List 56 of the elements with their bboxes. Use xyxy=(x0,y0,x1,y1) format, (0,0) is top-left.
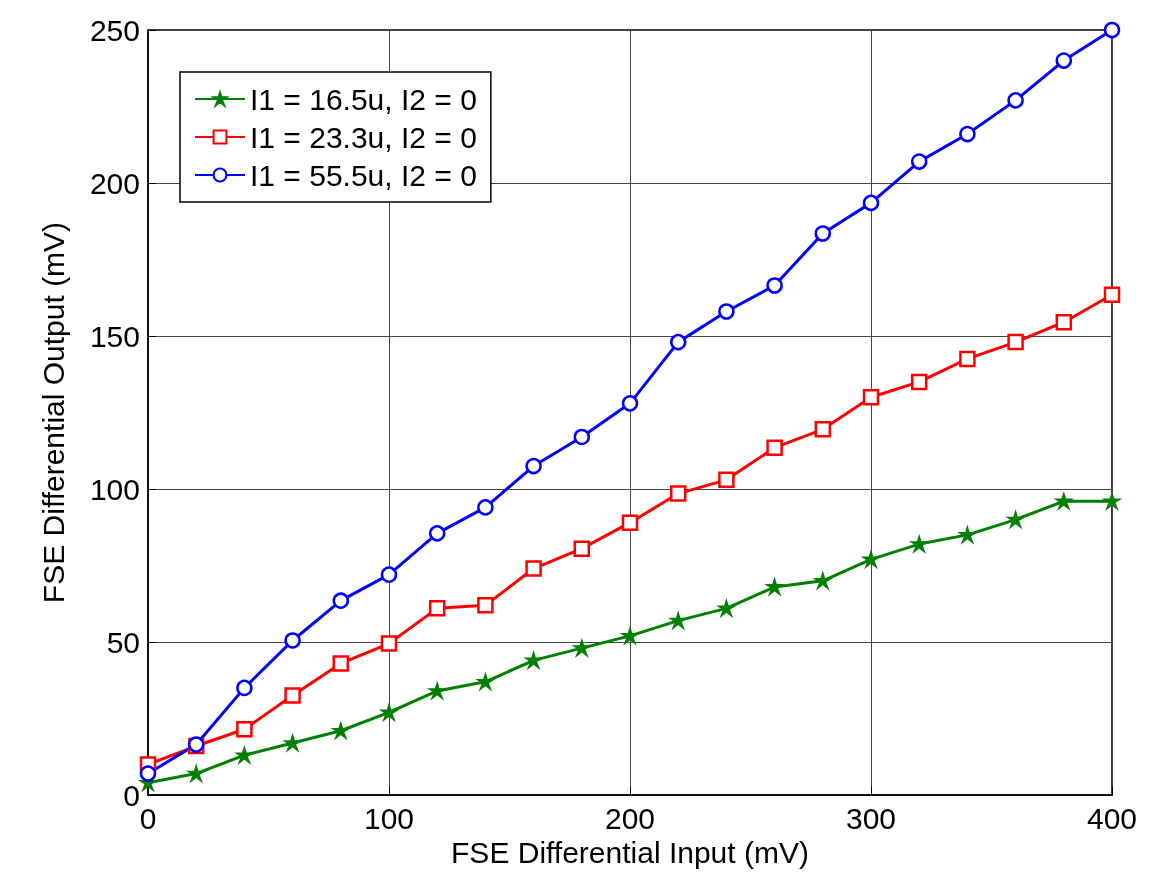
y-tick-label: 100 xyxy=(89,472,140,506)
y-axis-title: FSE Differential Output (mV) xyxy=(36,221,70,604)
legend-label: I1 = 55.5u, I2 = 0 xyxy=(250,158,477,192)
point xyxy=(718,303,735,320)
legend-label: I1 = 23.3u, I2 = 0 xyxy=(250,120,477,154)
point xyxy=(766,277,783,294)
point xyxy=(573,428,591,446)
point xyxy=(284,632,301,649)
y-tick-label: 150 xyxy=(89,319,140,353)
point xyxy=(525,560,542,577)
legend-label: I1 = 16.5u, I2 = 0 xyxy=(250,82,477,116)
point xyxy=(669,333,687,351)
point xyxy=(1007,92,1024,109)
point xyxy=(621,395,639,412)
x-tick-label: 100 xyxy=(363,801,415,835)
point xyxy=(477,597,494,614)
x-axis-title: FSE Differential Input (mV) xyxy=(451,836,809,870)
y-tick-label: 250 xyxy=(89,13,140,47)
x-tick-label: 300 xyxy=(845,801,897,835)
point xyxy=(1103,21,1121,39)
point xyxy=(1055,52,1073,69)
point xyxy=(380,635,398,652)
y-tick-label: 200 xyxy=(89,166,140,200)
point xyxy=(427,681,445,701)
y-tick-label: 0 xyxy=(123,778,140,812)
point xyxy=(959,125,976,143)
point xyxy=(910,373,928,391)
point xyxy=(428,600,446,617)
point xyxy=(428,525,446,542)
y-tick-label: 50 xyxy=(106,625,140,659)
point xyxy=(909,534,927,554)
point xyxy=(477,499,494,516)
point xyxy=(380,566,398,583)
point xyxy=(1055,313,1073,331)
x-tick-label: 200 xyxy=(604,801,656,835)
point xyxy=(814,421,832,438)
point xyxy=(1007,333,1024,351)
point xyxy=(236,720,253,738)
point xyxy=(573,540,591,557)
point xyxy=(959,350,976,368)
point xyxy=(814,225,832,242)
point xyxy=(525,457,542,475)
point xyxy=(284,687,301,704)
point xyxy=(236,679,253,697)
point xyxy=(862,194,880,212)
point xyxy=(332,592,350,609)
point xyxy=(332,655,350,672)
point xyxy=(669,485,687,502)
point xyxy=(1103,286,1121,303)
point xyxy=(862,388,880,406)
point xyxy=(718,471,735,489)
point xyxy=(910,153,928,170)
x-tick-label: 400 xyxy=(1086,801,1138,835)
point xyxy=(766,439,783,456)
point xyxy=(139,765,157,782)
point xyxy=(621,514,639,531)
